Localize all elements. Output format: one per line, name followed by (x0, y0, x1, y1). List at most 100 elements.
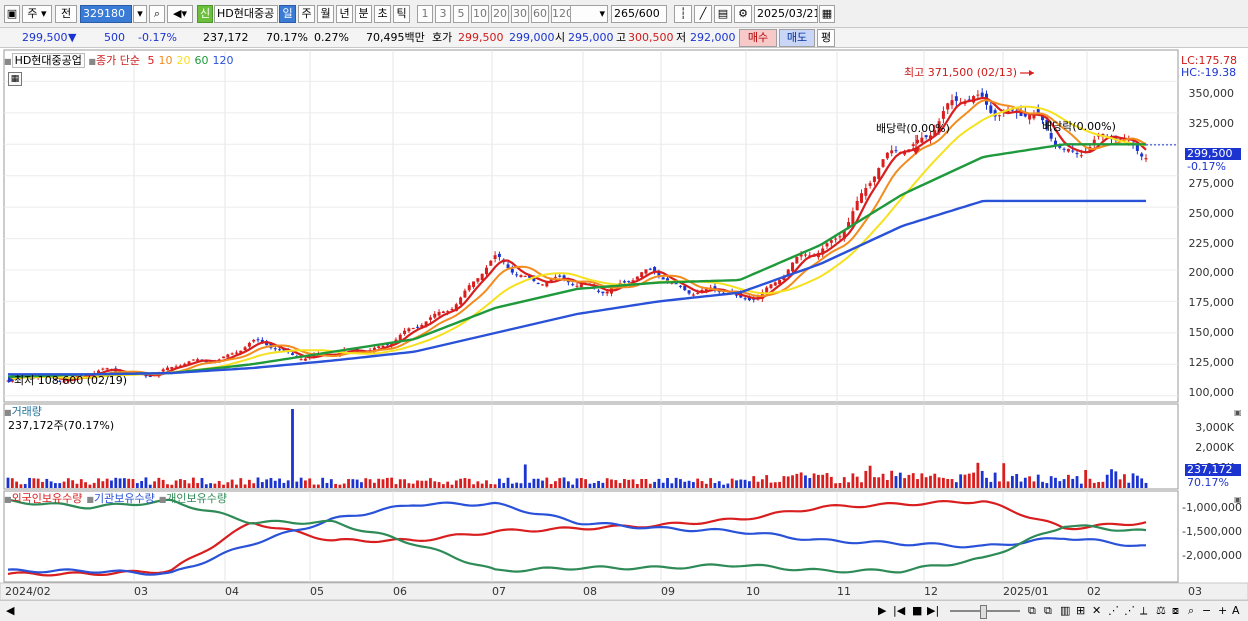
holdings-legend-item[interactable]: 외국인보유수량 (11, 492, 83, 505)
change-percent: -0.17% (138, 31, 177, 44)
candle-body (497, 253, 501, 257)
eval-button[interactable]: 평 (817, 29, 835, 47)
window-icon[interactable]: ▣ (4, 5, 20, 23)
candle-body (450, 309, 454, 311)
volume-bar (592, 482, 596, 488)
interval-tab-20[interactable]: 20 (491, 5, 509, 23)
chart-type-icon[interactable]: ▥ (1060, 604, 1071, 617)
period-tab-0[interactable]: 일 (279, 5, 296, 23)
candle-body (993, 110, 997, 117)
volume-bar (1088, 478, 1092, 488)
panel-stock-name[interactable]: HD현대중공업 (11, 53, 85, 68)
volume-bar (825, 473, 829, 488)
cross-icon[interactable]: ✕ (1092, 604, 1102, 617)
interval-tab-10[interactable]: 10 (471, 5, 489, 23)
scale-icon[interactable]: ⚖ (1156, 604, 1166, 617)
volume-bar (760, 479, 764, 488)
zoom-out-icon[interactable]: − (1202, 604, 1212, 617)
candle-body (666, 278, 670, 282)
buy-button[interactable]: 매수 (739, 29, 777, 47)
volume-bar (1032, 481, 1036, 488)
save-icon[interactable]: ▤ (714, 5, 732, 23)
candle-body (1058, 144, 1062, 148)
candle-body (678, 285, 682, 287)
candle-icon[interactable]: ┆ (674, 5, 692, 23)
candle-body (58, 380, 62, 382)
high-price: 300,500 (628, 31, 674, 44)
period-tab-6[interactable]: 틱 (393, 5, 410, 23)
ma-legend-120[interactable]: 120 (212, 54, 234, 67)
ma-title[interactable]: 종가 단순 (95, 54, 140, 67)
volume-bar (980, 470, 984, 488)
interval-tab-1[interactable]: 1 (417, 5, 433, 23)
stop-icon[interactable]: ■ (912, 604, 923, 617)
volume-bar (41, 481, 44, 488)
copy-icon[interactable]: ⧉ (1044, 604, 1052, 617)
count-field[interactable]: 265/600 (611, 5, 667, 23)
period-tab-2[interactable]: 월 (317, 5, 334, 23)
font-size-icon[interactable]: A (1232, 604, 1240, 617)
volume-bar (696, 478, 700, 488)
trend2-icon[interactable]: ⋰ (1124, 604, 1135, 617)
ma-legend-60[interactable]: 60 (194, 54, 209, 67)
interval-tab-60[interactable]: 60 (531, 5, 549, 23)
calendar-icon[interactable]: ▦ (819, 5, 835, 23)
scroll-last-icon[interactable]: ▶| (927, 604, 940, 617)
interval-select[interactable]: ▾ (570, 5, 608, 23)
camera-icon[interactable]: ⧇ (1172, 604, 1179, 617)
layout-icon[interactable]: ⧉ (1028, 604, 1036, 617)
ma-legend-20[interactable]: 20 (176, 54, 191, 67)
grid-toggle-icon[interactable]: ▦ (8, 72, 22, 86)
candle-body (696, 292, 700, 294)
scroll-right-icon[interactable]: ▶ (878, 604, 887, 617)
volume-tick-label: 3,000K (1195, 421, 1234, 434)
holdings-legend-item[interactable]: 기관보유수량 (93, 492, 155, 505)
volume-bar (84, 482, 87, 488)
volume-bar (937, 477, 941, 488)
interval-tab-3[interactable]: 3 (435, 5, 451, 23)
volume-title-label[interactable]: 거래량 (11, 405, 42, 418)
turnover-percent: 0.27% (314, 31, 349, 44)
stock-code-input[interactable]: 329180 (80, 5, 132, 23)
scroll-first-icon[interactable]: |◀ (893, 604, 906, 617)
volume-bar (1105, 474, 1109, 488)
search-icon[interactable]: ⌕ (149, 5, 165, 23)
indicator-icon[interactable]: ⊞ (1076, 604, 1086, 617)
ma-legend-10[interactable]: 10 (158, 54, 173, 67)
sell-button[interactable]: 매도 (779, 29, 815, 47)
volume-bar (890, 470, 894, 488)
code-dropdown-icon[interactable]: ▾ (133, 5, 147, 23)
holdings-legend-item[interactable]: 개인보유수량 (166, 492, 227, 505)
interval-tab-5[interactable]: 5 (453, 5, 469, 23)
period-tab-5[interactable]: 초 (374, 5, 391, 23)
date-field[interactable]: 2025/03/21 (754, 5, 818, 23)
zoom-in-icon[interactable]: + (1218, 604, 1228, 617)
volume-bar (97, 478, 100, 488)
period-unit-select[interactable]: 주 ▾ (22, 5, 52, 23)
period-tab-1[interactable]: 주 (298, 5, 315, 23)
volume-bar (532, 478, 536, 488)
candle-body (407, 328, 411, 332)
close-panel-icon[interactable]: ▣ (1234, 495, 1242, 504)
draw-tool-icon[interactable]: ╱ (694, 5, 712, 23)
period-tab-3[interactable]: 년 (336, 5, 353, 23)
candle-body (571, 284, 575, 286)
prev-button[interactable]: 전 (55, 5, 77, 23)
ruler-icon[interactable]: ⟂ (1140, 604, 1148, 617)
zoom-slider-handle[interactable] (980, 605, 987, 619)
volume-bar (1123, 474, 1126, 488)
x-axis-label: 03 (134, 585, 148, 598)
scroll-left-icon[interactable]: ◀ (6, 604, 15, 617)
search-chart-icon[interactable]: ⌕ (1188, 604, 1195, 617)
volume-bar (920, 473, 924, 488)
period-tab-4[interactable]: 분 (355, 5, 372, 23)
close-panel-icon[interactable]: ▣ (1234, 408, 1242, 417)
ma-legend-5[interactable]: 5 (147, 54, 155, 67)
interval-tab-30[interactable]: 30 (511, 5, 529, 23)
settings-icon[interactable]: ⚙ (734, 5, 752, 23)
speaker-icon[interactable]: ◀▾ (167, 5, 193, 23)
stock-name-field[interactable]: HD현대중공 (214, 5, 278, 23)
trend-icon[interactable]: ⋰ (1108, 604, 1119, 617)
volume-bar (1019, 481, 1023, 488)
